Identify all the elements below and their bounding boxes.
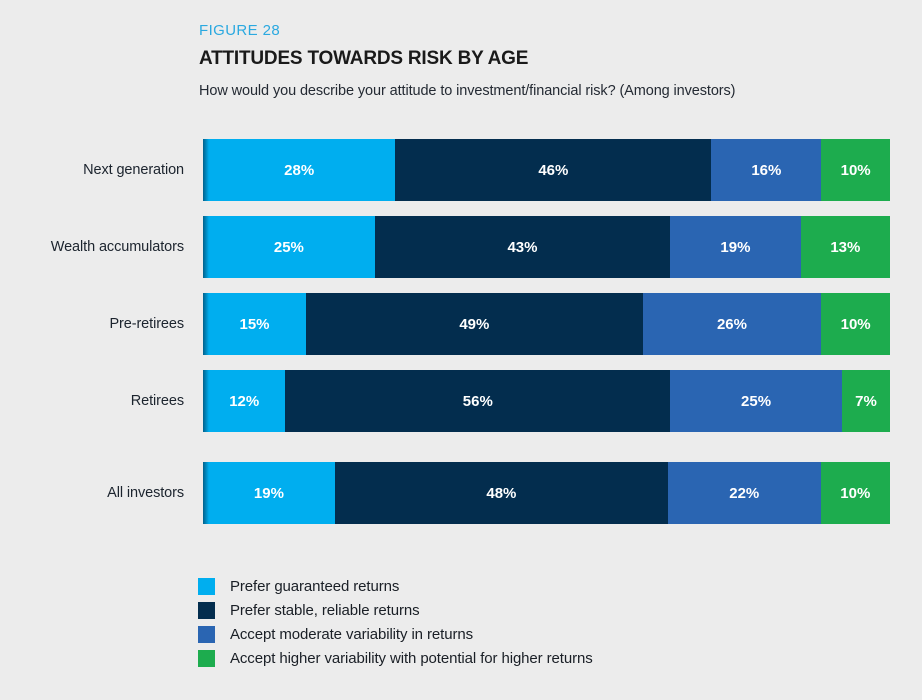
bar-segment: 15% xyxy=(203,293,307,355)
legend-item: Accept moderate variability in returns xyxy=(198,622,593,646)
bar-segment: 22% xyxy=(667,462,821,524)
chart-legend: Prefer guaranteed returns Prefer stable, … xyxy=(198,574,593,670)
bar-segment: 10% xyxy=(821,139,890,201)
chart-row: Next generation 28% 46% 16% 10% xyxy=(0,139,890,201)
figure-subtitle: How would you describe your attitude to … xyxy=(199,83,736,99)
category-label: Retirees xyxy=(130,393,184,409)
legend-color-swatch xyxy=(198,601,215,619)
chart-row: Wealth accumulators 25% 43% 19% 13% xyxy=(0,216,890,278)
bar-segment: 10% xyxy=(820,462,890,524)
legend-label: Prefer stable, reliable returns xyxy=(230,601,420,619)
legend-color-swatch xyxy=(198,577,215,595)
bar-segment: 49% xyxy=(306,293,643,355)
bar-segment: 26% xyxy=(642,293,822,355)
chart-row: Retirees 12% 56% 25% 7% xyxy=(0,370,890,432)
bar-segment: 43% xyxy=(374,216,671,278)
legend-color-swatch xyxy=(198,649,215,667)
stacked-bar: 28% 46% 16% 10% xyxy=(203,139,890,201)
bar-segment: 19% xyxy=(670,216,801,278)
bar-segment: 56% xyxy=(285,370,671,432)
stacked-bar: 19% 48% 22% 10% xyxy=(203,462,890,524)
stacked-bar: 12% 56% 25% 7% xyxy=(203,370,890,432)
bar-segment: 46% xyxy=(395,139,712,201)
bar-segment: 7% xyxy=(841,370,890,432)
category-label: Pre-retirees xyxy=(109,316,184,332)
category-label: Wealth accumulators xyxy=(50,239,184,255)
bar-segment: 12% xyxy=(203,370,286,432)
stacked-bar: 15% 49% 26% 10% xyxy=(203,293,890,355)
figure-number-label: FIGURE 28 xyxy=(199,22,281,39)
legend-item: Prefer stable, reliable returns xyxy=(198,598,593,622)
legend-label: Prefer guaranteed returns xyxy=(230,577,400,595)
legend-item: Accept higher variability with potential… xyxy=(198,646,593,670)
bar-segment: 25% xyxy=(670,370,842,432)
legend-label: Accept moderate variability in returns xyxy=(230,625,473,643)
bar-segment: 28% xyxy=(203,139,396,201)
bar-segment: 10% xyxy=(821,293,890,355)
category-label: All investors xyxy=(107,485,184,501)
stacked-bar-chart: Next generation 28% 46% 16% 10% Wealth accumu… xyxy=(0,139,890,539)
figure-header: FIGURE 28 ATTITUDES TOWARDS RISK BY AGE … xyxy=(199,22,859,99)
bar-segment: 48% xyxy=(334,462,668,524)
figure-title: ATTITUDES TOWARDS RISK BY AGE xyxy=(199,48,529,69)
bar-segment: 13% xyxy=(800,216,890,278)
bar-segment: 19% xyxy=(203,462,335,524)
chart-row: All investors 19% 48% 22% 10% xyxy=(0,462,890,524)
category-label: Next generation xyxy=(83,162,184,178)
stacked-bar: 25% 43% 19% 13% xyxy=(203,216,890,278)
bar-segment: 25% xyxy=(203,216,375,278)
legend-label: Accept higher variability with potential… xyxy=(230,649,593,667)
legend-color-swatch xyxy=(198,625,215,643)
legend-item: Prefer guaranteed returns xyxy=(198,574,593,598)
chart-row: Pre-retirees 15% 49% 26% 10% xyxy=(0,293,890,355)
bar-segment: 16% xyxy=(711,139,822,201)
